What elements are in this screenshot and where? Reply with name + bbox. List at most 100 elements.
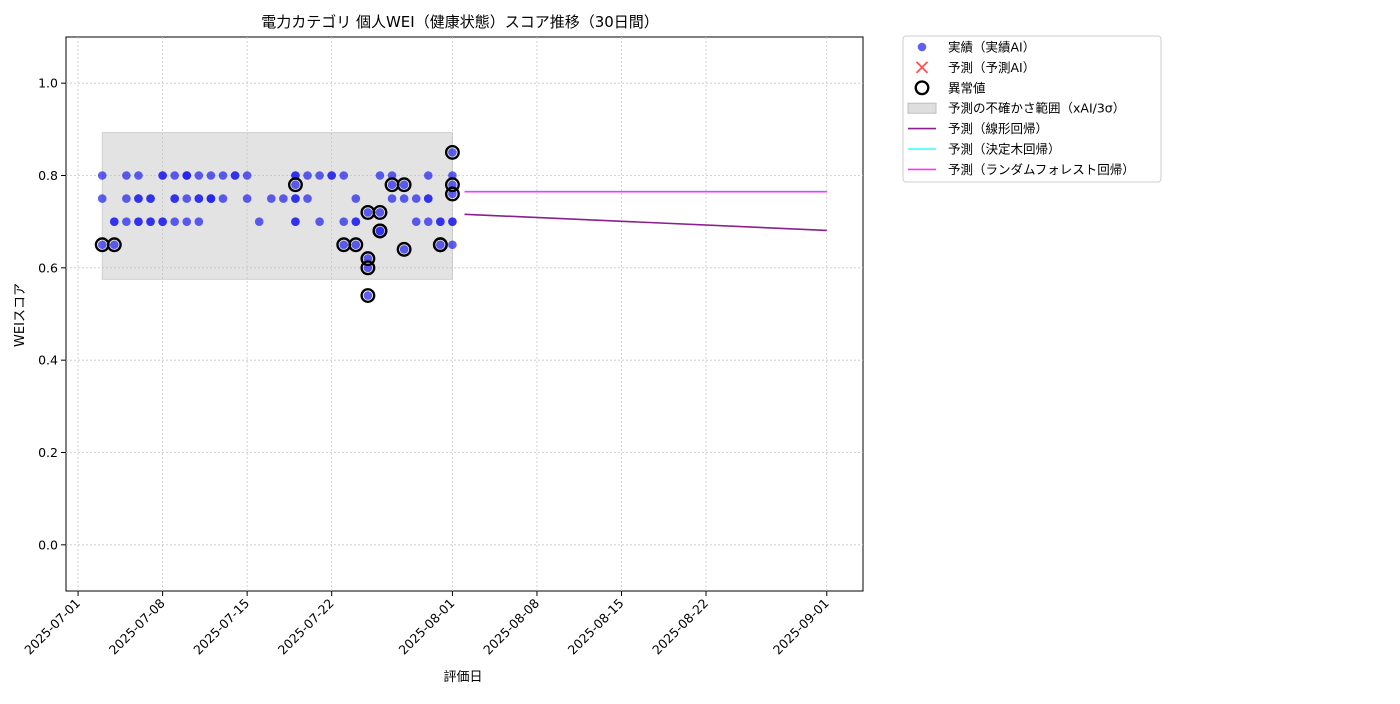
- actual-point: [218, 171, 228, 180]
- uncertainty-band-layer: [101, 132, 453, 280]
- anomaly-ring: [360, 251, 376, 267]
- actual-point: [110, 217, 119, 226]
- actual-point: [122, 194, 131, 203]
- actual-point: [375, 226, 385, 236]
- legend-label: 実績（実績AI）: [948, 40, 1035, 55]
- y-tick-label: 0.2: [38, 445, 58, 460]
- actual-point: [242, 194, 252, 203]
- y-tick-label: 0.4: [38, 353, 58, 368]
- actual-point: [218, 194, 228, 203]
- anomaly-ring: [287, 177, 303, 193]
- actual-point: [339, 217, 349, 226]
- uncertainty-band: [101, 132, 453, 280]
- actual-point: [411, 217, 421, 226]
- legend-label: 予測（予測AI）: [948, 60, 1035, 75]
- chart-title: 電力カテゴリ 個人WEI（健康状態）スコア推移（30日間）: [261, 13, 659, 31]
- actual-point: [182, 194, 192, 203]
- actual-point: [339, 171, 349, 180]
- actual-point: [327, 171, 336, 180]
- actual-points-layer: [97, 148, 457, 300]
- x-tick-label: 2025-08-15: [565, 596, 627, 658]
- anomaly-ring: [348, 237, 364, 253]
- actual-point: [97, 240, 107, 250]
- actual-point: [242, 171, 252, 180]
- actual-point: [291, 180, 300, 190]
- actual-point: [134, 171, 143, 180]
- legend-ring-marker: [914, 80, 930, 96]
- actual-point: [97, 194, 107, 203]
- actual-point: [375, 208, 385, 217]
- actual-point: [291, 194, 300, 203]
- actual-point: [351, 240, 361, 250]
- legend-frame: [902, 35, 1162, 183]
- actual-point: [97, 171, 107, 180]
- actual-point: [134, 194, 143, 203]
- actual-point: [110, 240, 119, 250]
- y-tick-label: 1.0: [38, 76, 58, 91]
- actual-point: [266, 194, 276, 203]
- legend-label: 予測（決定木回帰）: [948, 142, 1061, 157]
- legend-dot-marker: [917, 42, 927, 52]
- actual-point: [387, 194, 397, 203]
- grid-lines: [66, 37, 863, 591]
- actual-point: [146, 194, 155, 203]
- actual-point: [170, 171, 179, 180]
- y-tick-label: 0.8: [38, 168, 58, 183]
- actual-point: [375, 171, 385, 180]
- anomaly-ring: [432, 237, 448, 253]
- x-tick-label: 2025-08-22: [649, 596, 711, 658]
- actual-point: [399, 180, 409, 190]
- x-tick-label: 2025-07-15: [190, 596, 252, 658]
- actual-point: [339, 240, 349, 250]
- anomaly-ring: [444, 186, 460, 202]
- actual-point: [170, 217, 179, 226]
- legend-label: 予測の不確かさ範囲（xAI/3σ）: [948, 101, 1125, 116]
- legend-cross-marker: [915, 61, 929, 74]
- actual-point: [254, 217, 264, 226]
- actual-point: [206, 194, 216, 203]
- actual-point: [291, 217, 300, 226]
- actual-point: [206, 171, 216, 180]
- anomaly-ring: [372, 204, 388, 220]
- x-tick-label: 2025-07-01: [21, 596, 83, 658]
- actual-point: [351, 217, 361, 226]
- legend-label: 異常値: [948, 80, 986, 95]
- actual-point: [448, 148, 457, 157]
- actual-point: [194, 217, 204, 226]
- y-tick-label: 0.6: [38, 260, 58, 275]
- actual-point: [194, 194, 204, 203]
- actual-point: [448, 240, 457, 250]
- prediction-line: [464, 213, 827, 232]
- actual-point: [230, 171, 240, 180]
- actual-point: [423, 171, 433, 180]
- prediction-lines-layer: [464, 190, 827, 232]
- actual-point: [399, 194, 409, 203]
- anomaly-ring: [360, 260, 376, 276]
- actual-point: [363, 208, 373, 217]
- anomaly-ring: [444, 144, 460, 160]
- y-tick-label: 0.0: [38, 537, 58, 552]
- anomaly-ring: [360, 288, 376, 303]
- actual-point: [436, 217, 445, 226]
- legend-label: 予測（線形回帰）: [948, 121, 1048, 136]
- x-tick-label: 2025-09-01: [770, 596, 832, 658]
- x-tick-label: 2025-07-22: [275, 596, 337, 658]
- anomaly-ring: [106, 237, 122, 253]
- anomaly-ring: [396, 177, 412, 193]
- actual-point: [158, 217, 167, 226]
- actual-point: [182, 217, 192, 226]
- x-axis-label: 評価日: [443, 670, 482, 685]
- actual-point: [134, 217, 143, 226]
- anomaly-ring: [372, 223, 388, 239]
- anomaly-ring: [396, 241, 412, 257]
- actual-point: [146, 217, 155, 226]
- actual-point: [194, 171, 204, 180]
- legend-band-swatch: [907, 102, 937, 114]
- actual-point: [303, 171, 312, 180]
- actual-point: [315, 217, 324, 226]
- actual-point: [303, 194, 312, 203]
- actual-point: [448, 217, 457, 226]
